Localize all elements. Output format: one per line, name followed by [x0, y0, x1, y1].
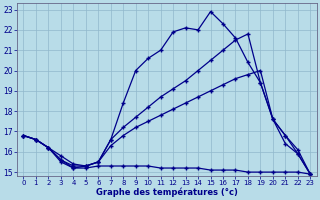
- X-axis label: Graphe des températures (°c): Graphe des températures (°c): [96, 187, 238, 197]
